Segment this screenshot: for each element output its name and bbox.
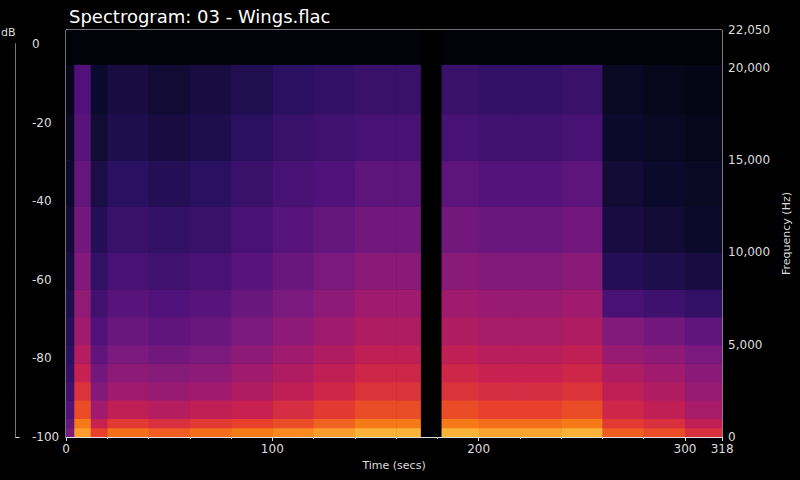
svg-text:Frequency (Hz): Frequency (Hz): [780, 192, 793, 275]
svg-text:-80: -80: [32, 351, 52, 365]
svg-text:22,050: 22,050: [728, 23, 770, 37]
svg-text:-20: -20: [32, 116, 52, 130]
svg-text:Time (secs): Time (secs): [361, 459, 425, 472]
svg-text:10,000: 10,000: [728, 245, 770, 259]
svg-text:5,000: 5,000: [728, 338, 762, 352]
svg-text:Spectrogram: 03 - Wings.flac: Spectrogram: 03 - Wings.flac: [69, 6, 331, 27]
svg-text:dB: dB: [1, 26, 16, 39]
svg-text:0: 0: [728, 430, 736, 444]
svg-text:300: 300: [674, 442, 697, 456]
svg-text:15,000: 15,000: [728, 153, 770, 167]
svg-text:20,000: 20,000: [728, 61, 770, 75]
svg-text:-100: -100: [32, 430, 59, 444]
svg-text:-60: -60: [32, 273, 52, 287]
svg-text:200: 200: [467, 442, 490, 456]
svg-text:100: 100: [261, 442, 284, 456]
svg-text:-40: -40: [32, 194, 52, 208]
svg-text:0: 0: [32, 37, 40, 51]
svg-text:0: 0: [62, 442, 70, 456]
svg-text:318: 318: [711, 442, 734, 456]
